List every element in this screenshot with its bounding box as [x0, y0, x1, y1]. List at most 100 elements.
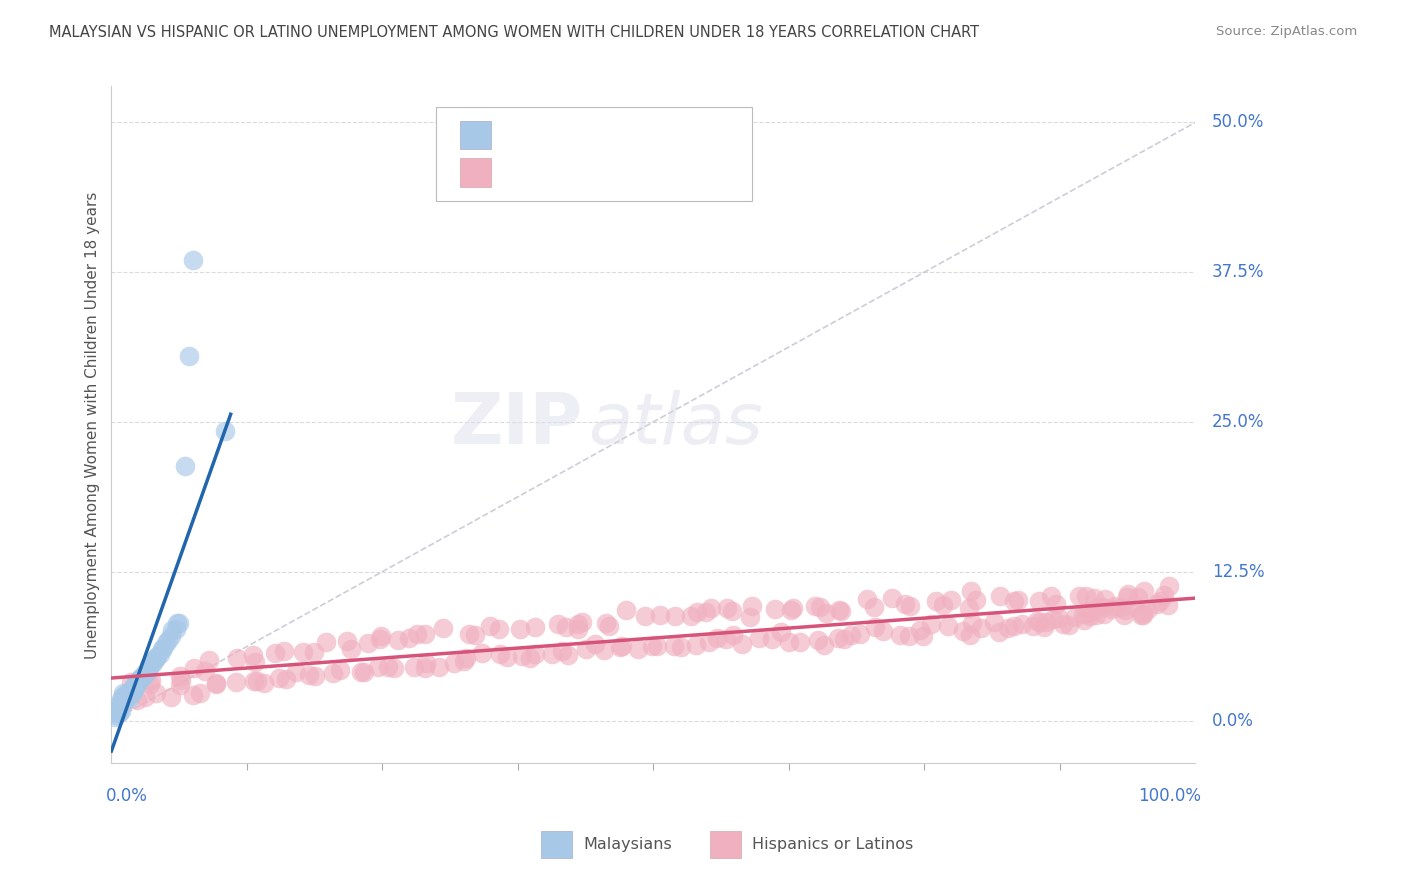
Point — [1022, 619, 1045, 633]
Point — [112, 695, 135, 709]
Point — [626, 641, 648, 656]
Text: 12.5%: 12.5% — [1212, 563, 1264, 581]
Point — [813, 638, 835, 652]
Point — [128, 673, 150, 688]
Point — [382, 661, 405, 675]
Point — [960, 583, 983, 598]
Point — [662, 639, 685, 653]
Point — [957, 600, 980, 615]
Point — [1132, 608, 1154, 623]
Point — [276, 673, 298, 687]
Point — [136, 662, 159, 676]
Point — [748, 631, 770, 645]
Point — [357, 636, 380, 650]
Point — [554, 620, 576, 634]
Point — [557, 648, 579, 662]
Point — [115, 686, 138, 700]
Point — [125, 676, 148, 690]
Point — [135, 665, 157, 680]
Point — [122, 683, 145, 698]
Point — [143, 652, 166, 666]
Point — [598, 618, 620, 632]
Point — [1073, 607, 1095, 621]
Text: Malaysians: Malaysians — [583, 838, 672, 852]
Point — [453, 654, 475, 668]
Point — [183, 661, 205, 675]
Text: R = 0.637    N = 200: R = 0.637 N = 200 — [502, 163, 689, 181]
Point — [889, 628, 911, 642]
Point — [997, 621, 1019, 635]
Point — [827, 631, 849, 645]
Point — [443, 656, 465, 670]
Point — [664, 609, 686, 624]
Point — [1011, 617, 1033, 632]
Text: R = 0.370    N =  57: R = 0.370 N = 57 — [502, 127, 683, 145]
Point — [134, 690, 156, 704]
Point — [160, 690, 183, 704]
Point — [155, 636, 177, 650]
Point — [1049, 611, 1071, 625]
Point — [204, 676, 226, 690]
Point — [863, 620, 886, 634]
Point — [931, 598, 953, 612]
Point — [160, 629, 183, 643]
Point — [214, 424, 236, 438]
Point — [551, 644, 574, 658]
Point — [770, 625, 793, 640]
Point — [398, 631, 420, 645]
Point — [1094, 592, 1116, 607]
Point — [121, 685, 143, 699]
Point — [1157, 579, 1180, 593]
Text: MALAYSIAN VS HISPANIC OR LATINO UNEMPLOYMENT AMONG WOMEN WITH CHILDREN UNDER 18 : MALAYSIAN VS HISPANIC OR LATINO UNEMPLOY… — [49, 25, 980, 40]
Point — [806, 632, 828, 647]
Point — [1104, 599, 1126, 614]
Point — [150, 641, 173, 656]
Point — [609, 640, 631, 654]
Point — [681, 608, 703, 623]
Point — [1045, 597, 1067, 611]
Point — [141, 657, 163, 672]
Point — [114, 693, 136, 707]
Point — [1078, 608, 1101, 623]
Point — [524, 620, 547, 634]
Point — [110, 692, 132, 706]
Point — [298, 668, 321, 682]
Point — [478, 619, 501, 633]
Point — [377, 659, 399, 673]
Point — [242, 648, 264, 662]
Point — [839, 627, 862, 641]
Text: 25.0%: 25.0% — [1212, 413, 1264, 431]
Point — [641, 640, 664, 654]
Point — [983, 615, 1005, 630]
Point — [808, 600, 831, 615]
Point — [142, 654, 165, 668]
Point — [1076, 605, 1098, 619]
Point — [402, 660, 425, 674]
Point — [336, 634, 359, 648]
Point — [970, 621, 993, 635]
Point — [322, 666, 344, 681]
Point — [118, 684, 141, 698]
Point — [1085, 607, 1108, 622]
Point — [122, 683, 145, 698]
Point — [872, 624, 894, 638]
Point — [1069, 589, 1091, 603]
Y-axis label: Unemployment Among Women with Children Under 18 years: Unemployment Among Women with Children U… — [86, 191, 100, 658]
Point — [225, 675, 247, 690]
Point — [413, 661, 436, 675]
Point — [893, 597, 915, 611]
Point — [489, 647, 512, 661]
Point — [1091, 600, 1114, 615]
Point — [814, 607, 837, 621]
Text: 0.0%: 0.0% — [105, 788, 148, 805]
Point — [225, 651, 247, 665]
Point — [471, 646, 494, 660]
Point — [246, 673, 269, 688]
Point — [789, 634, 811, 648]
Point — [740, 610, 762, 624]
Point — [987, 625, 1010, 640]
Point — [405, 627, 427, 641]
Point — [1028, 594, 1050, 608]
Point — [145, 686, 167, 700]
Point — [567, 622, 589, 636]
